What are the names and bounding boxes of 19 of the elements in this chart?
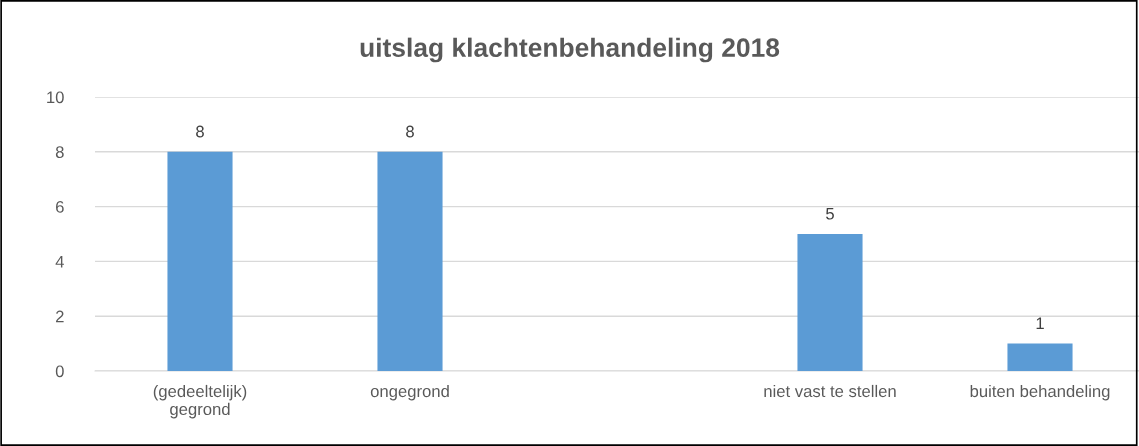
y-tick-label: 8 [55, 146, 64, 158]
data-label: 8 [196, 125, 204, 138]
chart-title: uitslag klachtenbehandeling 2018 [360, 37, 780, 63]
y-tick-label: 4 [55, 255, 64, 268]
y-tick-label: 6 [56, 201, 64, 213]
y-tick-label: 0 [55, 365, 64, 378]
bar [377, 151, 443, 371]
bar [797, 234, 863, 371]
x-tick-label: (gedeeltelijk) gegrond [153, 384, 247, 419]
data-label: 5 [826, 207, 834, 220]
data-label: 8 [406, 125, 414, 138]
y-tick-label: 10 [47, 91, 64, 104]
x-tick-label: niet vast te stellen [764, 384, 896, 398]
y-tick-label: 2 [56, 310, 64, 323]
x-tick-label: ongegrond [370, 384, 449, 401]
x-tick-label: buiten behandeling [970, 384, 1110, 401]
data-label: 1 [1036, 317, 1044, 330]
bar [167, 151, 233, 371]
bar [1007, 343, 1073, 371]
